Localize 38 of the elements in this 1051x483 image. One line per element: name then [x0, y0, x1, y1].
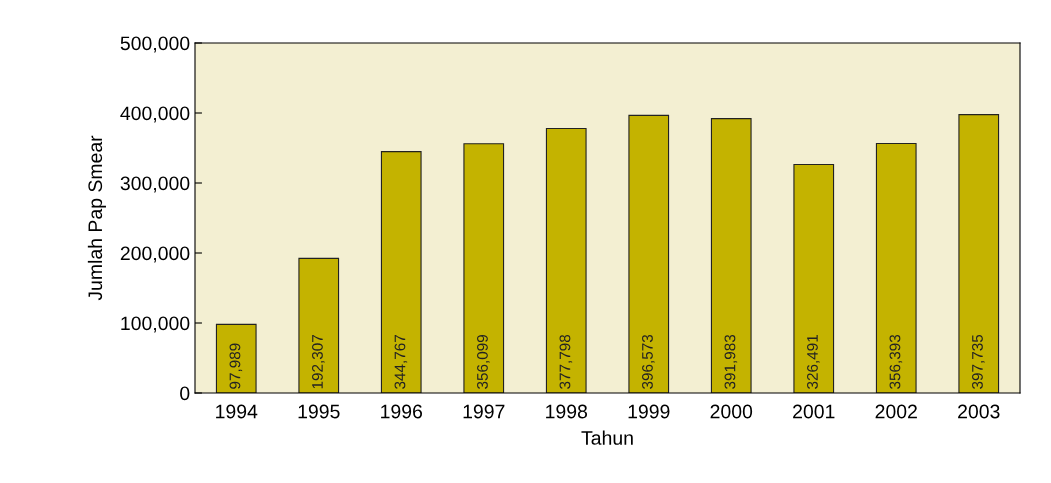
bar — [710, 118, 752, 393]
data-label: 397,735 — [972, 334, 985, 389]
x-tick-label: 2000 — [710, 404, 753, 419]
bar — [380, 151, 422, 393]
bar — [298, 257, 340, 393]
data-label: 192,307 — [312, 335, 325, 389]
y-tick-label: 100,000 — [121, 316, 190, 333]
x-tick-label: 2002 — [875, 404, 917, 419]
y-tick-label: 400,000 — [120, 106, 190, 123]
data-label: 396,573 — [642, 334, 655, 389]
y-axis-title: Jumlah Pap Smear — [87, 135, 106, 301]
y-tick-label: 300,000 — [120, 176, 190, 193]
data-label: 356,099 — [477, 335, 490, 389]
x-tick-label: 1996 — [381, 404, 423, 419]
bar — [793, 163, 835, 393]
x-tick-label: 1999 — [628, 404, 670, 419]
y-tick-label: 0 — [180, 386, 190, 401]
x-axis-title: Tahun — [581, 430, 633, 445]
data-label: 356,393 — [889, 334, 903, 389]
bar — [628, 114, 670, 393]
bar — [463, 143, 505, 393]
y-tick-label: 500,000 — [120, 36, 190, 53]
bar — [875, 142, 917, 393]
bar — [958, 114, 1000, 393]
x-tick-label: 1995 — [298, 404, 340, 419]
data-label: 391,983 — [724, 334, 738, 389]
x-tick-label: 1997 — [463, 404, 505, 419]
y-tick-label: 200,000 — [120, 246, 190, 263]
data-label: 377,798 — [559, 334, 573, 389]
data-label: 97,989 — [229, 343, 243, 389]
data-label: 344,767 — [394, 335, 408, 389]
bar — [215, 323, 257, 393]
x-tick-label: 2003 — [958, 404, 1000, 419]
x-tick-label: 2001 — [793, 404, 835, 419]
x-tick-label: 1998 — [546, 404, 588, 419]
data-label: 326,491 — [807, 335, 820, 389]
bar — [545, 127, 587, 393]
x-tick-label: 1994 — [216, 404, 258, 419]
